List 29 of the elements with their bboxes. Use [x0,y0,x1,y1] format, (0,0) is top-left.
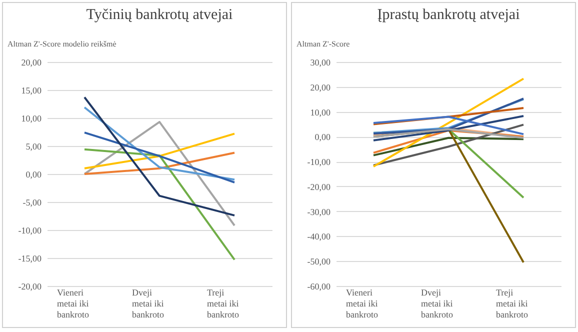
y-axis-title: Altman Z'-Score modelio reikšmė [8,40,117,48]
y-tick-label: -60,00 [307,282,331,292]
y-tick-label: 15,00 [21,86,42,96]
y-tick-label: -10,00 [307,157,331,168]
y-tick-label: -50,00 [307,256,331,267]
chart-title: Įprastų bankrotų atvejai [377,7,520,23]
y-tick-label: -5,00 [22,198,42,208]
x-tick-label: Vieneri metai iki bankroto [346,288,378,320]
chart-title: Tyčinių bankrotų atvejai [86,7,233,23]
y-tick-label: -20,00 [307,182,331,192]
y-tick-label: -30,00 [307,206,331,217]
y-tick-label: 10,00 [21,114,42,124]
y-tick-label: 10,00 [310,107,331,118]
x-tick-label: Dveji metai iki bankroto [421,288,454,320]
y-tick-label: 20,00 [21,58,42,68]
y-tick-label: 0,00 [26,170,42,180]
y-tick-label: -20,00 [18,282,42,292]
y-tick-label: 0,00 [314,132,331,142]
x-tick-label: Dveji metai iki bankroto [132,288,164,320]
y-tick-label: 5,00 [26,142,42,152]
x-tick-label: Treji metai iki bankroto [496,288,528,320]
y-tick-label: 20,00 [310,82,331,92]
y-tick-label: -15,00 [18,254,42,264]
x-tick-label: Vieneri metai iki bankroto [57,288,90,320]
y-tick-label: -10,00 [18,226,42,236]
y-tick-label: 30,00 [310,58,331,68]
x-tick-label: Treji metai iki bankroto [207,288,240,320]
y-tick-label: -40,00 [307,232,331,242]
y-axis-title: Altman Z'-Score [296,40,350,48]
